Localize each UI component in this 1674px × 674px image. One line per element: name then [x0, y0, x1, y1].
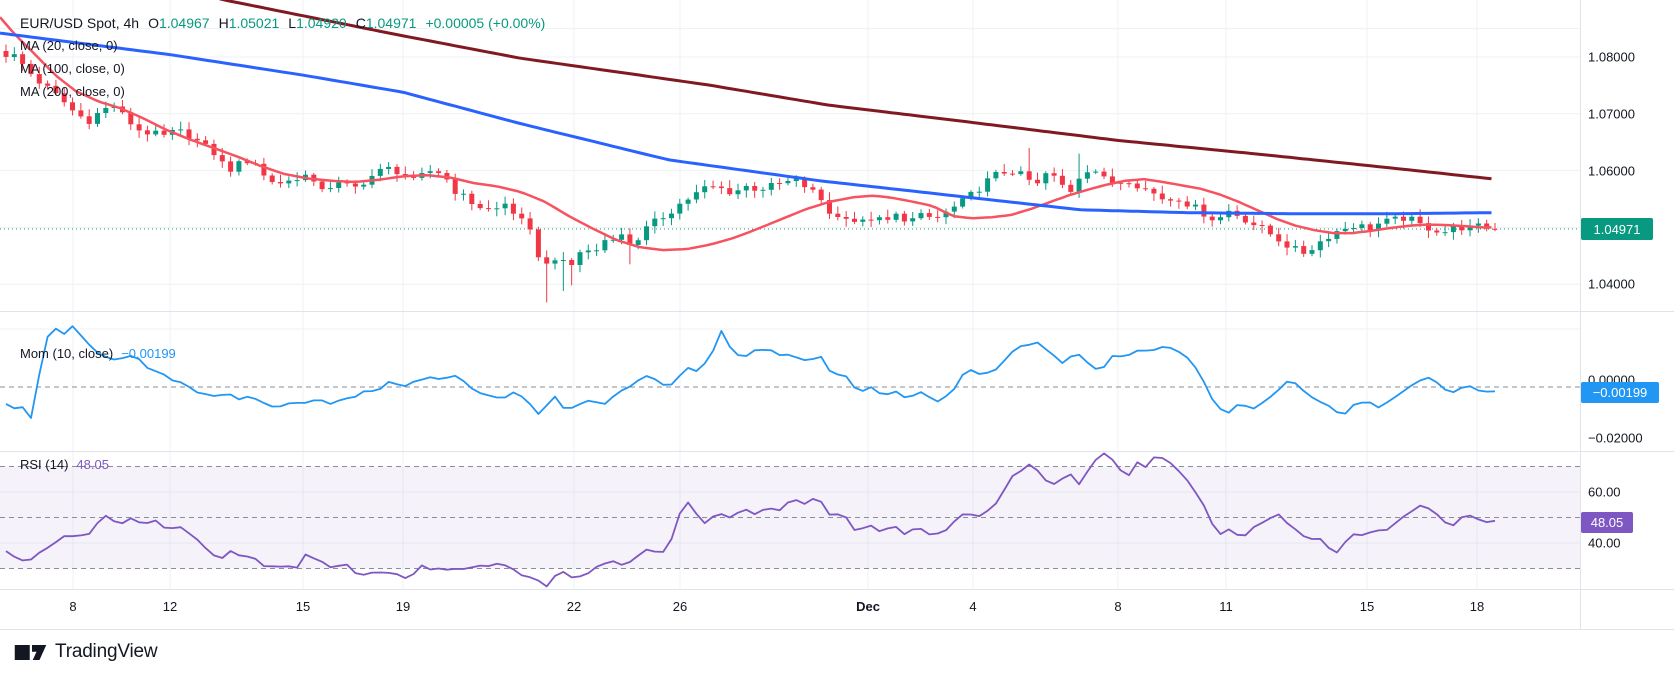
last-price-badge: 1.04971 — [1581, 218, 1653, 240]
time-axis-label: 4 — [969, 599, 977, 614]
momentum-badge: −0.00199 — [1581, 382, 1659, 403]
grid — [0, 0, 1580, 589]
price-axis-label: 1.07000 — [1588, 106, 1635, 122]
rsi-axis-label: 60.00 — [1588, 484, 1621, 500]
ma200-line — [218, 0, 1492, 181]
time-axis-label: 15 — [295, 599, 311, 614]
ohlc-values: O1.04967 H1.05021 L1.04920 C1.04971 — [139, 15, 416, 31]
ma20-line — [0, 16, 1492, 252]
rsi-badge: 48.05 — [1581, 512, 1633, 533]
rsi-label: RSI (14) — [20, 457, 69, 472]
chart-canvas[interactable] — [0, 0, 1674, 632]
rsi-line — [5, 452, 1496, 588]
ohlc-prefix: H — [218, 15, 229, 31]
price-axis-label: 1.04000 — [1588, 276, 1635, 292]
momentum-label: Mom (10, close) — [20, 346, 114, 361]
candlestick-series — [3, 44, 1498, 303]
time-axis-label: 15 — [1359, 599, 1375, 614]
ohlc-value: 1.04971 — [365, 15, 417, 31]
rsi-value: 48.05 — [76, 457, 109, 472]
symbol-legend[interactable]: EUR/USD Spot, 4h O1.04967 H1.05021 L1.04920… — [20, 15, 545, 31]
time-axis-label: 18 — [1469, 599, 1485, 614]
ma20-legend[interactable]: MA (20, close, 0) — [20, 38, 118, 53]
time-axis-label: 19 — [395, 599, 411, 614]
symbol-title: EUR/USD Spot, 4h — [20, 15, 140, 31]
momentum-axis-label: −0.02000 — [1588, 430, 1643, 446]
tradingview-wordmark: TradingView — [55, 641, 158, 662]
rsi-axis-label: 40.00 — [1588, 535, 1621, 551]
rsi-legend[interactable]: RSI (14) 48.05 — [20, 457, 109, 472]
tradingview-logo[interactable]: TradingView — [14, 641, 158, 663]
price-axis-label: 1.06000 — [1588, 163, 1635, 179]
time-axis-label: 8 — [69, 599, 77, 614]
time-axis-label: 11 — [1219, 599, 1233, 614]
change-value: +0.00005 (+0.00%) — [425, 15, 546, 31]
time-axis-label: 12 — [162, 599, 178, 614]
time-axis-label: 26 — [672, 599, 688, 614]
momentum-value: −0.00199 — [121, 346, 176, 361]
time-axis-label: 22 — [566, 599, 582, 614]
ma200-legend[interactable]: MA (200, close, 0) — [20, 84, 125, 99]
price-axis-label: 1.08000 — [1588, 49, 1635, 65]
ohlc-prefix: O — [148, 15, 159, 31]
ohlc-prefix: C — [355, 15, 366, 31]
time-axis-label: 8 — [1114, 599, 1122, 614]
dashed-levels — [0, 386, 1580, 569]
tradingview-mark-icon — [14, 644, 47, 660]
time-axis-label: Dec — [856, 599, 880, 614]
ma100-line — [0, 31, 1492, 216]
ma100-legend[interactable]: MA (100, close, 0) — [20, 61, 125, 76]
ohlc-value: 1.04967 — [158, 15, 210, 31]
momentum-legend[interactable]: Mom (10, close) −0.00199 — [20, 346, 176, 361]
ohlc-value: 1.05021 — [228, 15, 280, 31]
pane-separators[interactable] — [0, 0, 1674, 630]
ohlc-prefix: L — [288, 15, 297, 31]
ohlc-value: 1.04920 — [296, 15, 347, 31]
momentum-line — [5, 325, 1496, 419]
